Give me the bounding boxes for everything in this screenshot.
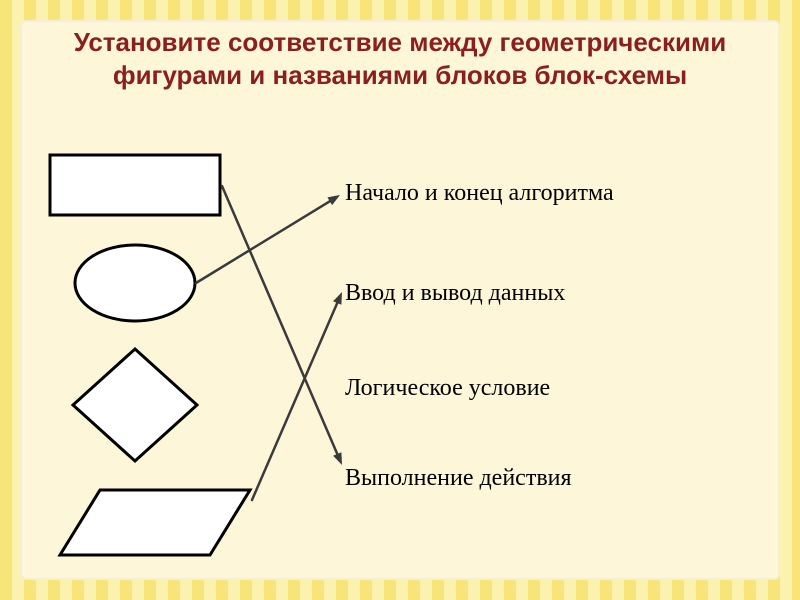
label-condition: Логическое условие (345, 375, 550, 402)
page-title: Установите соответствие между геометриче… (40, 26, 760, 91)
label-action: Выполнение действия (345, 465, 572, 492)
label-io: Ввод и вывод данных (345, 280, 565, 307)
slide-frame: Установите соответствие между геометриче… (0, 0, 800, 600)
label-start-end: Начало и конец алгоритма (345, 180, 614, 207)
